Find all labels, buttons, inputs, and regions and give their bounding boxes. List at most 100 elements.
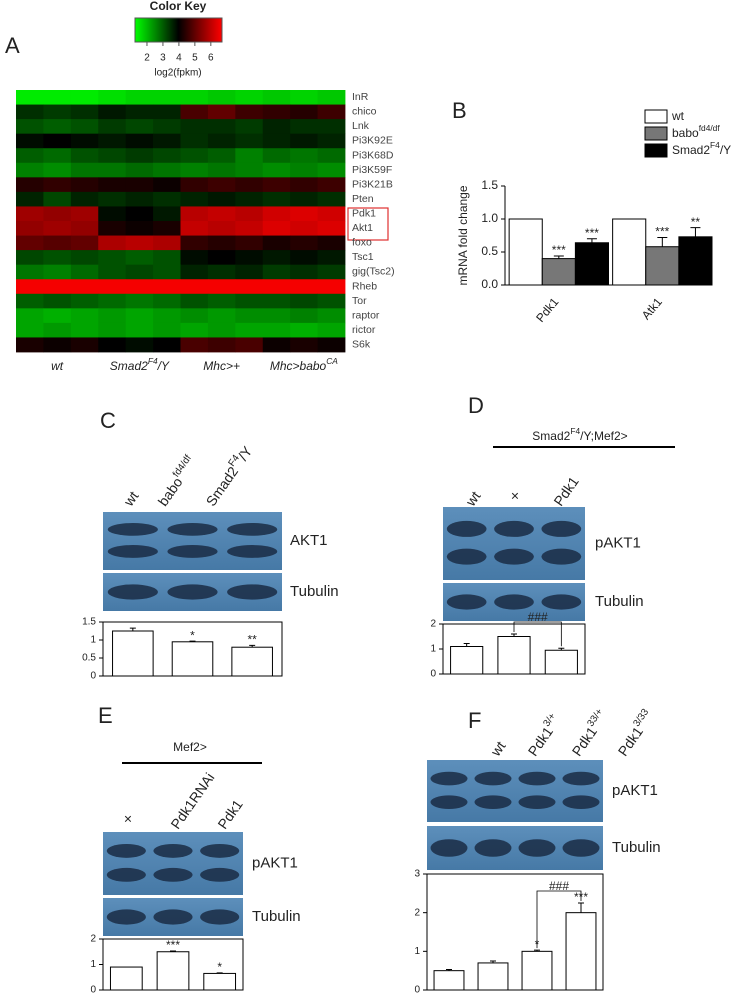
heatmap-cell (290, 322, 318, 338)
blot-band (430, 771, 468, 786)
heatmap-cell (125, 133, 154, 149)
heatmap-cell (290, 221, 318, 236)
heatmap-cell (125, 90, 154, 105)
heatmap-cell (70, 250, 99, 266)
heatmap-cell (98, 162, 127, 178)
heatmap-cell (290, 235, 318, 251)
heatmap-cell (180, 133, 209, 149)
heatmap-cell (98, 177, 127, 193)
heatmap-cell (70, 279, 99, 295)
heatmap-cell (235, 119, 264, 135)
heatmap-cell (16, 162, 44, 178)
comparison-label: ### (528, 610, 548, 624)
lane-label: babofd4/df (153, 453, 200, 509)
error-bar (129, 627, 136, 631)
heatmap-cell (290, 191, 318, 207)
legend-label: wt (671, 109, 685, 123)
blot (103, 512, 282, 570)
row-label: foxo (352, 237, 372, 249)
blot-band (200, 843, 240, 858)
y-tick-label: 0.5 (82, 653, 96, 664)
heatmap-cell (290, 90, 318, 105)
blot-band (562, 771, 600, 786)
error-bar (534, 949, 540, 952)
heatmap-cell (70, 206, 99, 222)
significance: * (217, 960, 222, 974)
colorkey-label: log2(fpkm) (154, 68, 201, 79)
heatmap-cell (43, 119, 72, 135)
heatmap-cell (43, 235, 72, 251)
lane-label: wt (462, 488, 484, 510)
blot-band (541, 548, 582, 565)
heatmap-cell (16, 148, 44, 164)
error-bar (490, 960, 496, 963)
heatmap-cell (317, 177, 346, 193)
heatmap-cell (98, 279, 127, 295)
heatmap-cell (125, 104, 154, 120)
heatmap-cell (262, 206, 291, 222)
row-label: S6k (352, 339, 371, 351)
lane-label: Pdk1RNAi (167, 770, 217, 832)
chart-frame (426, 873, 604, 991)
blot-band (518, 795, 556, 809)
colorkey-tick-label: 5 (192, 53, 198, 64)
heatmap-cell (235, 133, 264, 149)
column-label: Smad2F4/Y (110, 356, 170, 373)
heatmap-cell (262, 264, 291, 280)
lane-label: Pdk13/33 (613, 707, 657, 759)
heatmap-cell (16, 279, 44, 295)
heatmap-cell (153, 308, 181, 324)
row-label: Akt1 (352, 222, 373, 234)
heatmap-cell (153, 177, 181, 193)
heatmap-cell (43, 90, 72, 105)
heatmap-cell (16, 90, 44, 105)
heatmap-cell (43, 322, 72, 338)
error-bar (170, 950, 176, 952)
y-tick-label: 1 (414, 946, 420, 957)
error-bar (216, 972, 223, 974)
heatmap-cell (16, 191, 44, 207)
blot-band (541, 594, 582, 610)
blot-label: Tubulin (612, 839, 661, 856)
y-tick-label: 0 (414, 985, 420, 994)
heatmap-cell (153, 162, 181, 178)
label-part: babo (154, 474, 185, 509)
row-label: Pi3K68D (352, 149, 394, 161)
heatmap-cell (98, 235, 127, 251)
error-bar (511, 633, 517, 637)
label-part: Smad2 (202, 463, 241, 509)
bar (508, 218, 543, 286)
blot (427, 760, 603, 822)
blot-label: AKT1 (290, 532, 328, 549)
blot-band (167, 584, 218, 600)
blot-band (107, 584, 158, 600)
row-label: Lnk (352, 120, 370, 132)
error-bar (189, 640, 196, 642)
superscript: 3/33 (631, 707, 651, 729)
heatmap-cell (262, 250, 291, 266)
significance: *** (585, 226, 599, 240)
heatmap-cell (70, 177, 99, 193)
y-tick-label: 3 (414, 869, 420, 880)
blot-band (494, 520, 534, 537)
heatmap-cell (16, 308, 44, 324)
superscript: F4 (148, 356, 158, 366)
superscript: CA (326, 356, 338, 366)
lane-label: Smad2F4/Y (201, 442, 255, 509)
label-part: Mhc>babo (270, 359, 327, 373)
heatmap-cell (70, 119, 99, 135)
heatmap-cell (235, 337, 264, 353)
column-label: Mhc>baboCA (270, 356, 338, 373)
blot-band (106, 843, 146, 858)
heatmap-cell (43, 177, 72, 193)
heatmap-cell (153, 235, 181, 251)
heatmap-cell (70, 308, 99, 324)
bar (565, 912, 597, 991)
heatmap-cell (43, 279, 72, 295)
heatmap-cell (98, 119, 127, 135)
blot-band (200, 867, 240, 882)
y-tick-label: 1.5 (82, 617, 96, 628)
heatmap-cell (43, 206, 72, 222)
row-label: rictor (352, 324, 376, 336)
blot-label: Tubulin (252, 908, 301, 925)
